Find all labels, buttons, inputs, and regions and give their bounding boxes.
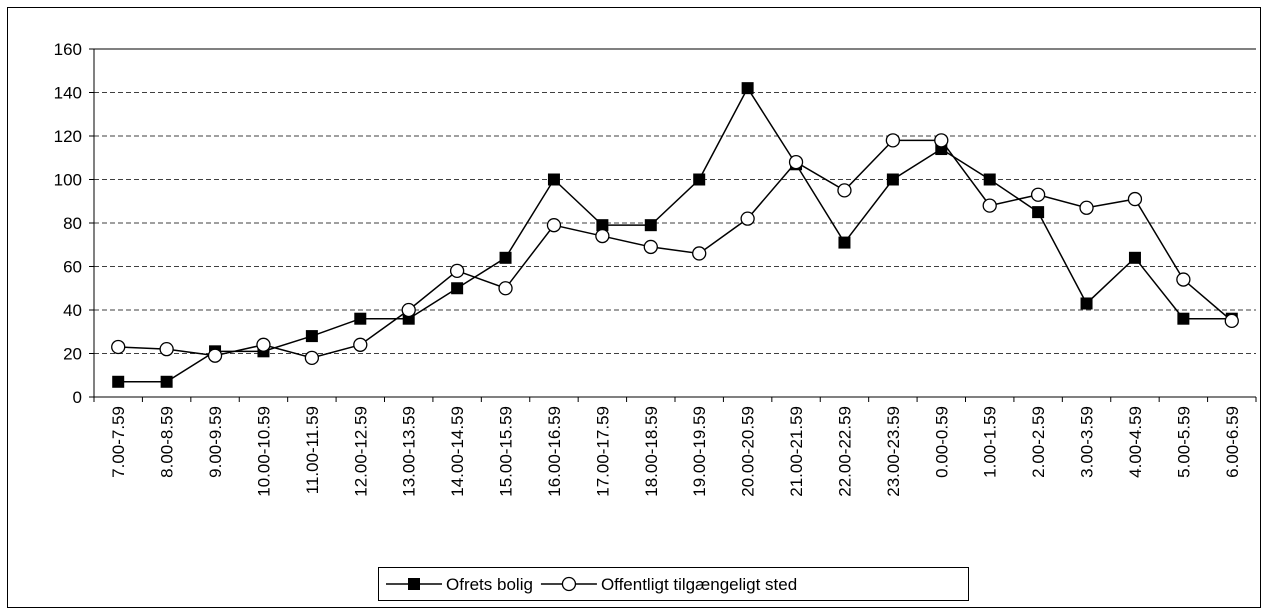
- x-tick-label: 3.00-3.59: [1078, 406, 1097, 478]
- marker: [983, 173, 996, 186]
- marker: [643, 239, 658, 255]
- marker: [1177, 312, 1190, 325]
- marker: [596, 219, 609, 232]
- marker: [1080, 297, 1093, 310]
- marker: [1079, 200, 1094, 215]
- marker: [561, 576, 577, 592]
- marker: [885, 133, 901, 148]
- x-tick-label: 11.00-11.59: [303, 406, 322, 494]
- series-line: [118, 139, 1233, 359]
- marker: [595, 228, 610, 244]
- marker: [499, 251, 512, 264]
- marker: [207, 348, 223, 363]
- marker: [644, 219, 657, 232]
- marker: [788, 154, 804, 170]
- y-tick-label: 20: [63, 345, 82, 364]
- x-tick-label: 12.00-12.59: [351, 406, 370, 497]
- x-tick-label: 0.00-0.59: [932, 406, 951, 478]
- x-tick-label: 9.00-9.59: [206, 406, 225, 478]
- marker: [112, 375, 125, 388]
- legend-box: [378, 567, 969, 601]
- marker: [111, 339, 126, 355]
- y-tick-label: 80: [63, 214, 82, 233]
- marker: [1128, 251, 1141, 264]
- x-tick-label: 6.00-6.59: [1223, 406, 1242, 478]
- marker: [1032, 206, 1045, 219]
- x-tick-label: 15.00-15.59: [497, 406, 516, 497]
- x-tick-label: 13.00-13.59: [400, 406, 419, 497]
- x-tick-label: 10.00-10.59: [254, 406, 273, 497]
- x-tick-label: 16.00-16.59: [545, 406, 564, 497]
- marker: [692, 246, 707, 261]
- marker: [693, 173, 706, 186]
- marker: [1030, 187, 1046, 202]
- x-tick-label: 19.00-19.59: [690, 406, 709, 497]
- series-line: [118, 86, 1232, 383]
- marker: [934, 133, 949, 148]
- x-tick-label: 23.00-23.59: [884, 406, 903, 497]
- marker: [740, 211, 755, 226]
- marker: [1176, 272, 1191, 287]
- x-tick-label: 4.00-4.59: [1126, 406, 1145, 478]
- marker: [451, 282, 464, 295]
- marker: [741, 82, 754, 95]
- y-tick-label: 120: [54, 127, 82, 146]
- marker: [449, 263, 465, 279]
- x-tick-label: 14.00-14.59: [448, 406, 467, 497]
- marker: [837, 183, 852, 198]
- marker: [547, 173, 560, 186]
- marker: [982, 198, 997, 213]
- y-tick-label: 100: [54, 171, 82, 190]
- x-tick-label: 18.00-18.59: [642, 406, 661, 497]
- y-tick-label: 60: [63, 258, 82, 277]
- y-tick-label: 160: [54, 40, 82, 59]
- x-tick-label: 20.00-20.59: [739, 406, 758, 497]
- x-tick-label: 17.00-17.59: [593, 406, 612, 497]
- legend-label: Offentligt tilgængeligt sted: [601, 575, 797, 594]
- x-tick-label: 2.00-2.59: [1029, 406, 1048, 478]
- marker: [160, 375, 173, 388]
- marker: [256, 337, 271, 352]
- x-tick-label: 7.00-7.59: [109, 406, 128, 478]
- marker: [354, 312, 367, 325]
- marker: [838, 236, 851, 249]
- marker: [1127, 191, 1143, 207]
- marker: [401, 302, 416, 318]
- chart-border: [7, 7, 1261, 608]
- marker: [408, 578, 420, 590]
- marker: [1224, 313, 1239, 329]
- x-tick-label: 5.00-5.59: [1174, 406, 1193, 478]
- y-tick-label: 140: [54, 84, 82, 103]
- marker: [159, 341, 174, 357]
- x-tick-label: 1.00-1.59: [981, 406, 1000, 478]
- marker: [304, 350, 320, 366]
- x-tick-label: 22.00-22.59: [835, 406, 854, 497]
- legend-label: Ofrets bolig: [446, 575, 533, 594]
- x-tick-label: 8.00-8.59: [158, 406, 177, 478]
- y-tick-label: 0: [73, 388, 82, 407]
- marker: [498, 281, 513, 296]
- x-tick-label: 21.00-21.59: [787, 406, 806, 497]
- marker: [305, 330, 318, 343]
- marker: [886, 173, 899, 186]
- y-tick-label: 40: [63, 301, 82, 320]
- marker: [353, 337, 368, 352]
- marker: [546, 218, 562, 233]
